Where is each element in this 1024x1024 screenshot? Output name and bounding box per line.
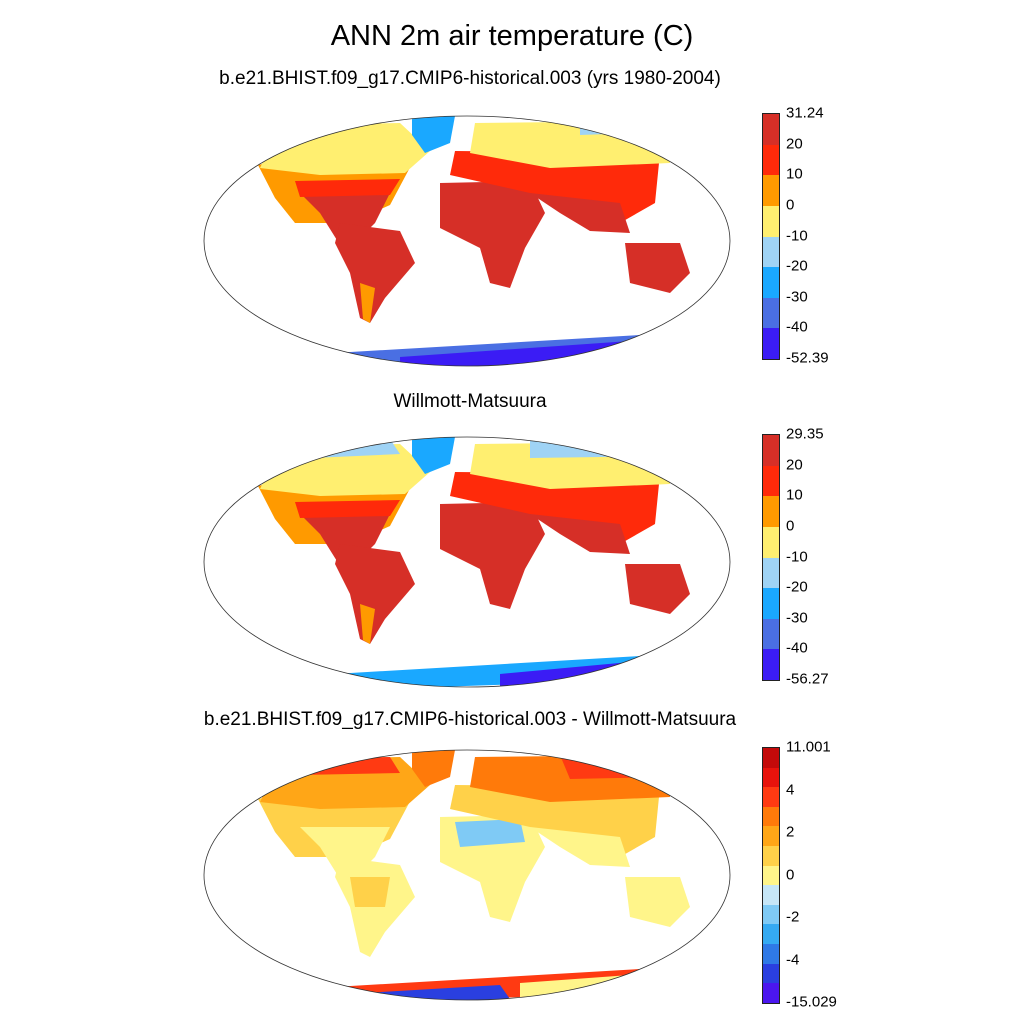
colorbar-label: 0: [786, 517, 795, 535]
colorbar-label: -10: [786, 548, 808, 565]
colorbar-obs: [762, 434, 780, 681]
colorbar-segment: [763, 557, 779, 589]
colorbar-segment: [763, 435, 779, 466]
colorbar-label: -15.029: [786, 993, 837, 1011]
continent-australia: [625, 564, 690, 614]
continent-north-america-cold: [260, 123, 430, 175]
colorbar-difference: [762, 747, 780, 1004]
continent-south-america: [335, 223, 415, 323]
colorbar-segment: [763, 297, 779, 329]
greenland: [412, 116, 455, 153]
colorbar-label: 11.001: [786, 738, 831, 756]
colorbar-label: -52.39: [786, 349, 829, 367]
colorbar-segment: [763, 267, 779, 298]
colorbar-segment: [763, 175, 779, 206]
colorbar-segment: [763, 618, 779, 650]
panel-title-model: b.e21.BHIST.f09_g17.CMIP6-historical.003…: [219, 68, 721, 89]
colorbar-segment: [763, 114, 779, 145]
colorbar-segment: [763, 236, 779, 268]
colorbar-segment: [763, 904, 779, 925]
colorbar-segment: [763, 465, 779, 497]
colorbar-segment: [763, 526, 779, 558]
colorbar-label: -20: [786, 257, 808, 275]
colorbar-segment: [763, 846, 779, 866]
colorbar-segment: [763, 885, 779, 905]
continent-africa: [440, 502, 545, 609]
map-model: [203, 115, 731, 367]
colorbar-label: 2: [786, 823, 795, 841]
panel-title-diff: b.e21.BHIST.f09_g17.CMIP6-historical.003…: [203, 709, 737, 730]
colorbar-segment: [763, 924, 779, 945]
continent-australia: [625, 243, 690, 293]
colorbar-label: -30: [786, 288, 808, 306]
colorbar-segment: [763, 826, 779, 847]
colorbar-segment: [763, 865, 779, 886]
continent-south-america: [335, 544, 415, 644]
colorbar-label: 20: [786, 456, 803, 474]
colorbar-segment: [763, 748, 779, 768]
colorbar-label: -10: [786, 227, 808, 244]
colorbar-label: -20: [786, 578, 808, 596]
colorbar-label: -40: [786, 639, 808, 657]
continent-africa: [440, 181, 545, 288]
colorbar-label: 10: [786, 165, 803, 183]
colorbar-segment: [763, 767, 779, 788]
greenland: [412, 437, 455, 474]
colorbar-segment: [763, 496, 779, 527]
map-obs: [203, 436, 731, 688]
colorbar-label: 0: [786, 196, 795, 214]
colorbar-label: 29.35: [786, 425, 824, 443]
colorbar-segment: [763, 649, 779, 680]
colorbar-segment: [763, 944, 779, 964]
sahara-cool-anomaly: [455, 819, 525, 847]
colorbar-segment: [763, 806, 779, 827]
colorbar-label: -56.27: [786, 670, 829, 688]
figure-title: ANN 2m air temperature (C): [330, 20, 694, 52]
panel-title-obs: Willmott-Matsuura: [393, 391, 547, 412]
colorbar-label: 20: [786, 135, 803, 153]
greenland: [412, 750, 455, 787]
continent-central-america: [300, 193, 390, 253]
colorbar-label: -4: [786, 951, 800, 968]
colorbar-label: 4: [786, 781, 795, 798]
colorbar-label: 31.24: [786, 104, 824, 122]
colorbar-segment: [763, 983, 779, 1003]
continent-australia: [625, 877, 690, 927]
colorbar-model: [762, 113, 780, 360]
colorbar-segment: [763, 963, 779, 984]
colorbar-segment: [763, 588, 779, 619]
colorbar-label: -30: [786, 609, 808, 627]
colorbar-segment: [763, 144, 779, 176]
colorbar-segment: [763, 328, 779, 359]
colorbar-segment: [763, 205, 779, 237]
colorbar-label: 10: [786, 486, 803, 504]
colorbar-label: -2: [786, 908, 800, 926]
continent-central-america: [300, 514, 390, 574]
colorbar-label: -40: [786, 318, 808, 336]
colorbar-label: 0: [786, 866, 795, 883]
colorbar-segment: [763, 787, 779, 807]
map-difference: [203, 749, 731, 1001]
continent-central-america: [300, 827, 390, 887]
